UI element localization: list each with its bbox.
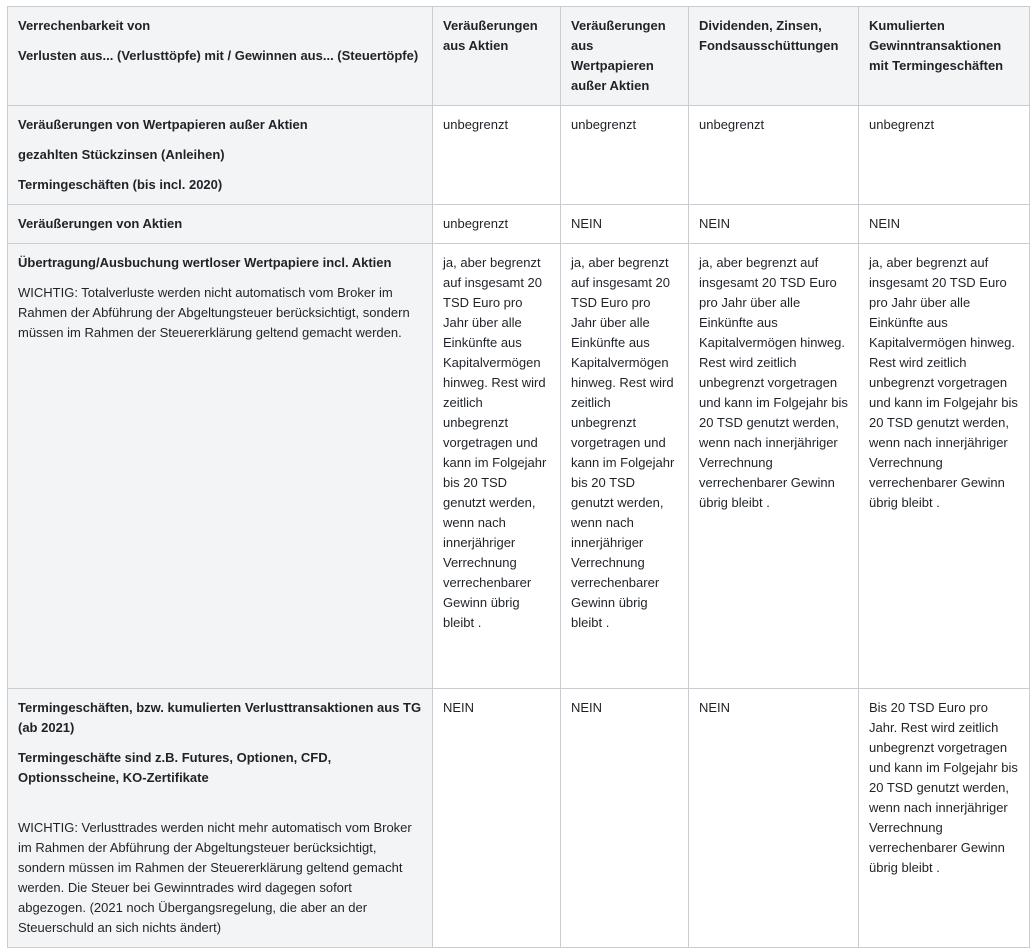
column-header: Kumulierten Gewinntransaktionen mit Term… bbox=[858, 6, 1030, 106]
column-header: Veräußerungen aus Aktien bbox=[432, 6, 561, 106]
table-cell: ja, aber begrenzt auf insgesamt 20 TSD E… bbox=[432, 243, 561, 689]
table-row: Veräußerungen von Aktien unbegrenzt NEIN… bbox=[7, 204, 1030, 244]
table-cell: unbegrenzt bbox=[858, 105, 1030, 205]
table-row: Termingeschäften, bzw. kumulierten Verlu… bbox=[7, 688, 1030, 948]
loss-offset-table: Verrechenbarkeit von Verlusten aus... (V… bbox=[7, 6, 1030, 948]
row-header-line: Termingeschäfte sind z.B. Futures, Optio… bbox=[18, 750, 332, 785]
column-header: Veräußerungen aus Wertpapieren außer Akt… bbox=[560, 6, 689, 106]
column-header: Dividenden, Zinsen, Fondsausschüttungen bbox=[688, 6, 859, 106]
table-cell: unbegrenzt bbox=[688, 105, 859, 205]
row-header: Veräußerungen von Aktien bbox=[7, 204, 433, 244]
row-header-line: Termingeschäften, bzw. kumulierten Verlu… bbox=[18, 700, 422, 735]
header-row: Verrechenbarkeit von Verlusten aus... (V… bbox=[7, 6, 1030, 106]
table-cell: ja, aber begrenzt auf insgesamt 20 TSD E… bbox=[688, 243, 859, 689]
row-note: WICHTIG: Totalverluste werden nicht auto… bbox=[18, 285, 410, 340]
table-cell: Bis 20 TSD Euro pro Jahr. Rest wird zeit… bbox=[858, 688, 1030, 948]
row-header-line: gezahlten Stückzinsen (Anleihen) bbox=[18, 147, 225, 162]
table-cell: unbegrenzt bbox=[432, 204, 561, 244]
table-row: Übertragung/Ausbuchung wertloser Wertpap… bbox=[7, 243, 1030, 689]
table-cell: NEIN bbox=[560, 688, 689, 948]
row-header-line: Veräußerungen von Aktien bbox=[18, 216, 183, 231]
table-cell: ja, aber begrenzt auf insgesamt 20 TSD E… bbox=[560, 243, 689, 689]
corner-header-line: Verlusten aus... (Verlusttöpfe) mit / Ge… bbox=[18, 48, 419, 63]
table-cell: unbegrenzt bbox=[432, 105, 561, 205]
table-cell: NEIN bbox=[858, 204, 1030, 244]
row-header: Veräußerungen von Wertpapieren außer Akt… bbox=[7, 105, 433, 205]
table-cell: NEIN bbox=[560, 204, 689, 244]
row-header-line: Veräußerungen von Wertpapieren außer Akt… bbox=[18, 117, 308, 132]
row-header: Termingeschäften, bzw. kumulierten Verlu… bbox=[7, 688, 433, 948]
table-cell: unbegrenzt bbox=[560, 105, 689, 205]
table-cell: ja, aber begrenzt auf insgesamt 20 TSD E… bbox=[858, 243, 1030, 689]
table-cell: NEIN bbox=[432, 688, 561, 948]
row-note: WICHTIG: Verlusttrades werden nicht mehr… bbox=[18, 820, 412, 935]
row-header: Übertragung/Ausbuchung wertloser Wertpap… bbox=[7, 243, 433, 689]
corner-header-line: Verrechenbarkeit von bbox=[18, 18, 151, 33]
table-cell: NEIN bbox=[688, 204, 859, 244]
row-header-line: Termingeschäften (bis incl. 2020) bbox=[18, 177, 223, 192]
row-header-line: Übertragung/Ausbuchung wertloser Wertpap… bbox=[18, 255, 392, 270]
corner-header: Verrechenbarkeit von Verlusten aus... (V… bbox=[7, 6, 433, 106]
table-row: Veräußerungen von Wertpapieren außer Akt… bbox=[7, 105, 1030, 205]
table-cell: NEIN bbox=[688, 688, 859, 948]
